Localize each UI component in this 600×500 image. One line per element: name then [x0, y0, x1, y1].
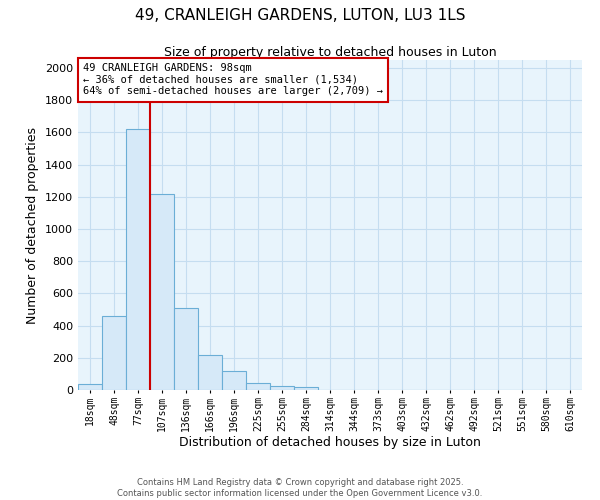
Text: 49 CRANLEIGH GARDENS: 98sqm
← 36% of detached houses are smaller (1,534)
64% of : 49 CRANLEIGH GARDENS: 98sqm ← 36% of det… [83, 64, 383, 96]
Bar [222, 372, 246, 390]
Bar [174, 308, 198, 390]
Bar [78, 384, 102, 390]
Bar [294, 387, 318, 390]
Bar [102, 316, 126, 390]
Bar [126, 129, 150, 390]
Title: Size of property relative to detached houses in Luton: Size of property relative to detached ho… [164, 46, 496, 59]
Bar [270, 386, 294, 390]
Text: 49, CRANLEIGH GARDENS, LUTON, LU3 1LS: 49, CRANLEIGH GARDENS, LUTON, LU3 1LS [135, 8, 465, 22]
Bar [246, 383, 270, 390]
Bar [198, 354, 222, 390]
Bar [150, 194, 174, 390]
Text: Contains HM Land Registry data © Crown copyright and database right 2025.
Contai: Contains HM Land Registry data © Crown c… [118, 478, 482, 498]
X-axis label: Distribution of detached houses by size in Luton: Distribution of detached houses by size … [179, 436, 481, 450]
Y-axis label: Number of detached properties: Number of detached properties [26, 126, 40, 324]
